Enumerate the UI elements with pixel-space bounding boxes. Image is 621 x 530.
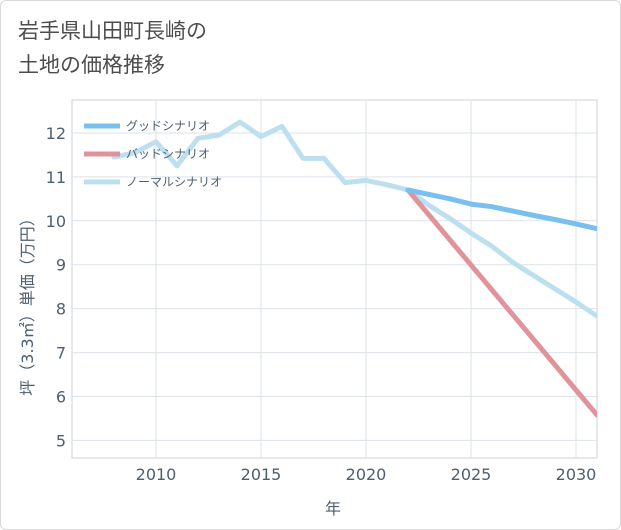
x-axis-label: 年 [325,499,341,518]
x-tick-labels: 2010 2015 2020 2025 2030 [136,465,597,484]
x-tick-label: 2030 [556,465,597,484]
y-tick-label: 6 [56,388,66,407]
series-line-bad [405,187,597,418]
x-tick-label: 2025 [451,465,492,484]
legend-label: バッドシナリオ [126,147,210,161]
grid-lines [72,100,597,458]
y-tick-label: 8 [56,300,66,319]
y-tick-label: 12 [46,124,66,143]
x-tick-label: 2010 [136,465,177,484]
y-tick-label: 10 [46,212,66,231]
y-tick-label: 7 [56,344,66,363]
y-tick-label: 9 [56,256,66,275]
chart-title: 岩手県山田町長崎の 土地の価格推移 [18,19,207,77]
y-tick-labels: 5 6 7 8 9 10 11 12 [46,124,66,450]
y-axis-label: 坪（3.3㎡）単価（万円） [18,210,37,395]
plot-area [71,99,598,459]
x-tick-label: 2020 [346,465,387,484]
series-lines [111,119,597,418]
series-line-good [405,187,597,232]
legend-label: ノーマルシナリオ [126,175,222,189]
legend-label: グッドシナリオ [126,119,210,133]
y-tick-label: 11 [46,168,66,187]
x-tick-label: 2015 [241,465,282,484]
y-tick-label: 5 [56,431,66,450]
series-line-normal [111,119,597,319]
